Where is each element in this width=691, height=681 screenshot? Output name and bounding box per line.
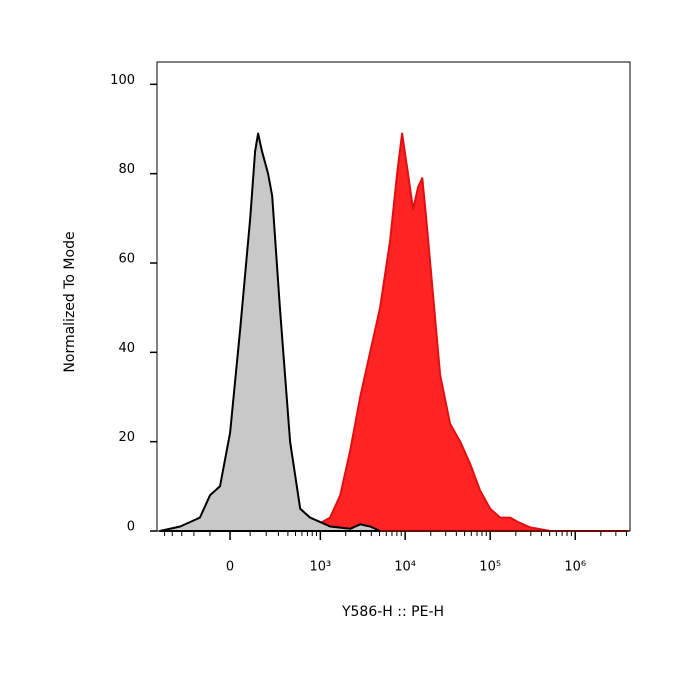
x-tick-label: 0 [226,560,234,575]
x-axis-label: Y586-H :: PE-H [341,604,444,620]
y-tick-label: 20 [118,430,135,445]
y-axis-label: Normalized To Mode [62,231,78,372]
y-tick-label: 60 [118,252,135,267]
y-tick-label: 0 [127,520,135,535]
x-tick-label: 10⁵ [479,560,501,575]
histogram-area [289,132,629,532]
x-tick-label: 10³ [309,560,331,575]
histogram-area [158,132,382,532]
x-tick-label: 10⁶ [564,560,586,575]
y-tick-label: 80 [118,162,135,177]
x-tick-label: 10⁴ [394,560,416,575]
y-tick-label: 100 [110,73,135,88]
y-tick-label: 40 [118,341,135,356]
plot-frame [156,61,631,532]
